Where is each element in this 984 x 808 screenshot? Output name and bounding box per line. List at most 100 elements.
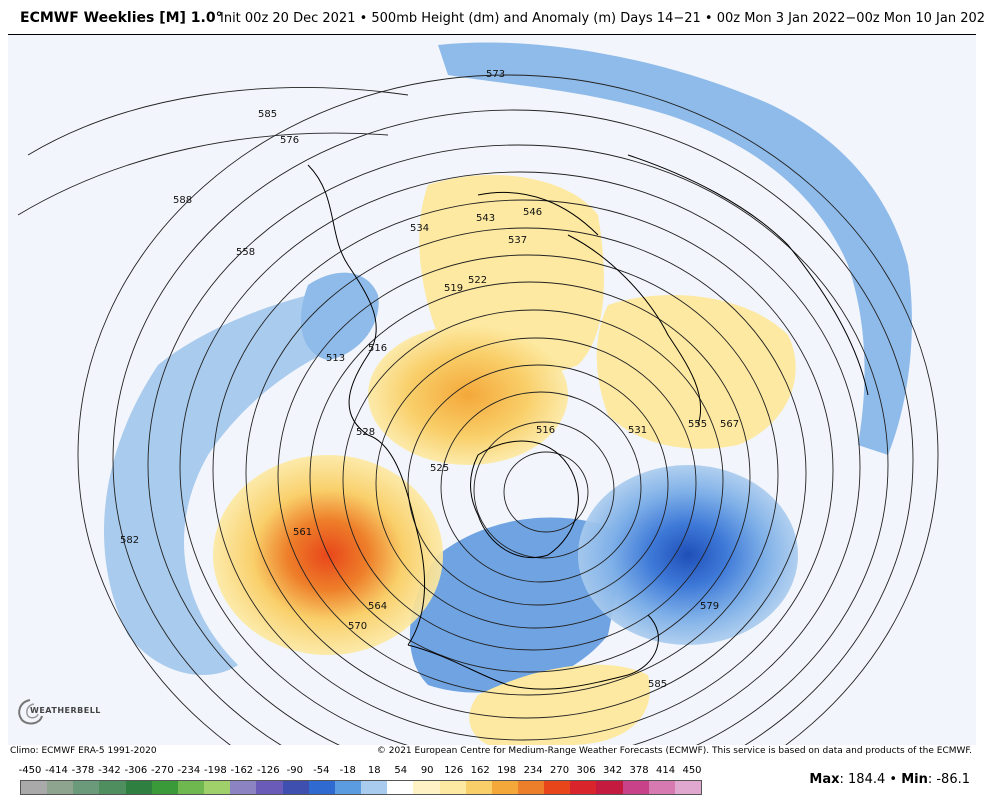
colorbar-swatch	[177, 781, 205, 794]
colorbar-tick-label: -90	[286, 765, 303, 776]
contour-label: 519	[444, 283, 463, 294]
header: ECMWF Weeklies [M] 1.0° Init 00z 20 Dec …	[0, 0, 984, 34]
contour-label: 555	[688, 419, 707, 430]
colorbar-swatch	[544, 781, 571, 794]
negative-anomaly-pacific	[104, 285, 368, 675]
colorbar-tick-label: 234	[523, 765, 543, 776]
colorbar-swatch	[282, 781, 309, 794]
height-contours	[17, 74, 939, 745]
colorbar-swatch	[387, 781, 414, 794]
contour-label: 570	[348, 621, 367, 632]
colorbar-swatch	[47, 781, 74, 794]
colorbar-tick-label: 162	[470, 765, 490, 776]
contour-label: 585	[258, 109, 277, 120]
contour-label: 525	[430, 463, 449, 474]
colorbar-tick-label: 450	[682, 765, 702, 776]
colorbar-tick-label: 126	[444, 765, 464, 776]
contour-label: 528	[356, 427, 375, 438]
colorbar-tick-label: -18	[339, 765, 356, 776]
colorbar-swatch	[517, 781, 545, 794]
colorbar-swatch	[334, 781, 362, 794]
colorbar-swatch	[151, 781, 178, 794]
ecmwf-copyright: © 2021 European Centre for Medium-Range …	[376, 746, 972, 756]
max-label: Max	[809, 772, 840, 787]
contour-label: 522	[468, 275, 487, 286]
contour-label: 585	[648, 679, 667, 690]
colorbar-tick-label: -342	[98, 765, 121, 776]
colorbar-swatch	[361, 781, 388, 794]
contour-label: 546	[523, 207, 542, 218]
weatherbell-logo	[18, 699, 43, 725]
colorbar-swatch	[674, 781, 702, 794]
contour-label: 531	[628, 425, 647, 436]
colorbar-tick-label: 18	[367, 765, 381, 776]
colorbar-swatch	[256, 781, 283, 794]
colorbar-tick-label: -234	[177, 765, 201, 776]
contour-label: 558	[236, 247, 255, 258]
max-min-readout: Max: 184.4 • Min: -86.1	[809, 772, 970, 787]
contour-label: 543	[476, 213, 495, 224]
colorbar-tick-label: -126	[256, 765, 280, 776]
contour-label: 516	[536, 425, 555, 436]
colorbar-tick-label: 306	[576, 765, 596, 776]
contour-label: 537	[508, 235, 527, 246]
contour-label: 513	[326, 353, 345, 364]
polar-map: 573 585 576 588 558 534 543 546 537 522 …	[8, 35, 976, 745]
colorbar-swatch	[21, 781, 48, 794]
contour-label: 561	[293, 527, 312, 538]
min-value: : -86.1	[927, 772, 970, 787]
climo-credit: Climo: ECMWF ERA-5 1991-2020	[10, 746, 157, 756]
contour-label: 564	[368, 601, 387, 612]
colorbar-swatch	[308, 781, 335, 794]
colorbar-tick-label: 342	[603, 765, 623, 776]
colorbar-tick-label: 54	[394, 765, 408, 776]
negative-anomaly-atlantic	[578, 465, 798, 645]
colorbar-swatch	[413, 781, 440, 794]
colorbar-tick-label: -270	[151, 765, 174, 776]
colorbar-tick-label: 270	[550, 765, 570, 776]
colorbar-tick-label: 198	[497, 765, 517, 776]
contour-label-group: 573 585 576 588 558 534 543 546 537 522 …	[120, 69, 739, 690]
colorbar-tick-label: 378	[629, 765, 649, 776]
colorbar-swatch	[596, 781, 623, 794]
contour-label: 582	[120, 535, 139, 546]
min-label: Min	[901, 772, 928, 787]
colorbar-tick-label: -54	[313, 765, 330, 776]
contour-label: 534	[410, 223, 429, 234]
contour-label: 576	[280, 135, 299, 146]
negative-anomaly-north-america	[409, 517, 628, 693]
colorbar-swatch	[125, 781, 152, 794]
colorbar-swatch	[622, 781, 649, 794]
coastlines	[307, 154, 869, 690]
contour-label: 567	[720, 419, 739, 430]
colorbar-tick-label: 90	[420, 765, 434, 776]
positive-anomaly-siberia	[419, 175, 604, 375]
colorbar-tick-label: -306	[124, 765, 148, 776]
product-title: ECMWF Weeklies [M] 1.0°	[20, 10, 223, 26]
negative-anomaly-band-eurasia	[438, 42, 912, 455]
contour-label: 573	[486, 69, 505, 80]
colorbar-tick-label: -378	[71, 765, 95, 776]
colorbar-swatch	[570, 781, 597, 794]
colorbar-tick-label: -414	[45, 765, 68, 776]
colorbar-legend: -450 -414 -378 -342 -306 -270 -234 -198 -162 -126…	[0, 762, 984, 808]
colorbar-swatch	[230, 781, 257, 794]
colorbar-swatch	[465, 781, 492, 794]
positive-anomaly-europe	[596, 295, 796, 449]
colorbar-swatch	[73, 781, 100, 794]
contour-label: 579	[700, 601, 719, 612]
product-subtitle: Init 00z 20 Dec 2021 • 500mb Height (dm)…	[220, 11, 984, 26]
contour-label: 588	[173, 195, 192, 206]
colorbar-swatch	[648, 781, 675, 794]
colorbar-tick-label: -162	[230, 765, 254, 776]
map-panel: 573 585 576 588 558 534 543 546 537 522 …	[8, 34, 976, 745]
colorbar-tick-label: 414	[655, 765, 676, 776]
colorbar-tick-label: -198	[204, 765, 227, 776]
colorbar-swatch	[491, 781, 518, 794]
negative-anomaly-alaska	[300, 272, 379, 360]
positive-anomaly-arctic	[368, 325, 568, 465]
logo-text: WEATHERBELL	[30, 706, 101, 715]
colorbar-swatches	[20, 780, 702, 795]
contour-label: 516	[368, 343, 387, 354]
max-value: : 184.4 •	[839, 772, 902, 787]
